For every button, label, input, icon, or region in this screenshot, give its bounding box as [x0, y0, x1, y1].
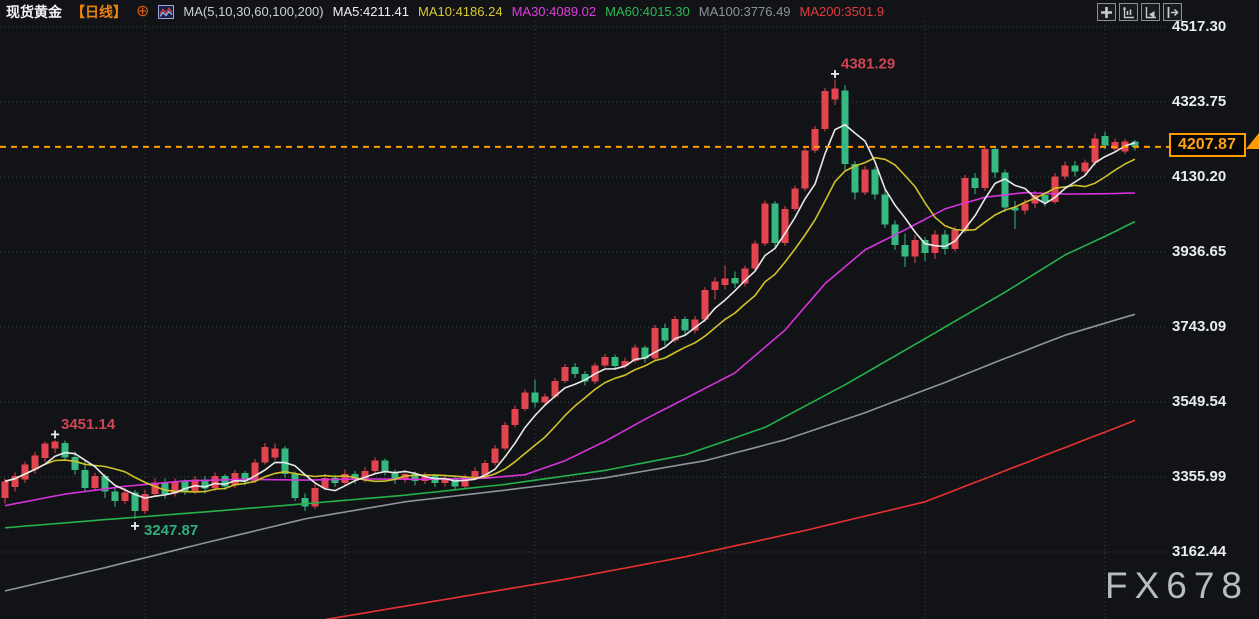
price-tick-label: 3936.65 [1172, 243, 1227, 260]
grid-layer [0, 21, 1168, 619]
swing-marker-cross: + [130, 518, 139, 535]
swing-price-label: 3451.14 [61, 416, 116, 433]
swing-marker-cross: + [830, 66, 839, 83]
chart-toolbar [1097, 3, 1182, 21]
watermark: FX678 [1104, 565, 1249, 606]
swing-marker-cross: + [50, 427, 59, 444]
latest-price-arrow-icon[interactable] [1246, 133, 1259, 149]
price-tick-label: 3162.44 [1172, 543, 1227, 560]
ma60-value-label: MA60:4015.30 [605, 4, 690, 19]
ma-line-MA200 [324, 419, 1136, 619]
period-label[interactable]: 【日线】 [71, 3, 127, 20]
price-tick-label: 3549.54 [1172, 393, 1227, 410]
price-tick-label: 4517.30 [1172, 18, 1227, 35]
crosshair-tool-icon[interactable] [1097, 3, 1116, 21]
price-tick-label: 3743.09 [1172, 318, 1227, 335]
ma100-value-label: MA100:3776.49 [698, 4, 791, 19]
ma30-value-label: MA30:4089.02 [511, 4, 597, 19]
collapse-panel-icon[interactable] [1163, 3, 1182, 21]
current-price-tag: 4207.87 [1169, 132, 1246, 157]
price-tick-label: 4323.75 [1172, 93, 1227, 110]
ma-line-MA10 [4, 156, 1136, 493]
chart-header: 现货黄金 【日线】 ⊕ MA(5,10,30,60,100,200) MA5:4… [0, 0, 884, 23]
ma-line-MA5 [4, 123, 1136, 499]
candles-layer [1, 79, 1139, 519]
ma10-value-label: MA10:4186.24 [418, 4, 503, 19]
ma-line-MA60 [4, 220, 1136, 529]
ma200-value-label: MA200:3501.9 [799, 4, 885, 19]
add-indicator-icon[interactable]: ⊕ [136, 2, 150, 20]
swing-price-label: 3247.87 [144, 522, 198, 539]
price-tick-label: 4130.20 [1172, 168, 1227, 185]
chart-type-icon[interactable] [158, 4, 175, 19]
ma-group-label: MA(5,10,30,60,100,200) [183, 4, 324, 19]
ma-line-MA100 [4, 313, 1136, 592]
swing-price-label: 4381.29 [841, 56, 895, 73]
symbol-label: 现货黄金 [6, 3, 62, 20]
indicator-panel-icon[interactable] [1141, 3, 1160, 21]
price-tick-label: 3355.99 [1172, 468, 1227, 485]
main-chart-panel-icon[interactable] [1119, 3, 1138, 21]
ma5-value-label: MA5:4211.41 [332, 4, 409, 19]
ma-line-MA30 [4, 191, 1136, 507]
